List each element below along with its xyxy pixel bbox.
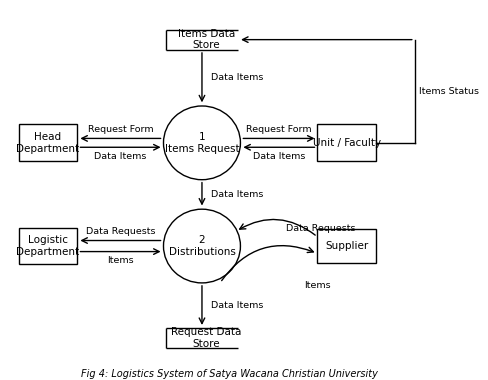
Text: Data Requests: Data Requests: [86, 227, 155, 236]
Bar: [317, 230, 376, 263]
Text: Logistic
Department: Logistic Department: [17, 235, 80, 257]
Text: Head
Department: Head Department: [17, 132, 80, 154]
Text: Data Requests: Data Requests: [285, 224, 355, 233]
Text: 1
Items Request: 1 Items Request: [164, 132, 239, 154]
Text: Items Data
Store: Items Data Store: [178, 29, 235, 51]
Text: Request Data
Store: Request Data Store: [171, 328, 242, 349]
Text: Data Items: Data Items: [253, 152, 305, 161]
Bar: [19, 124, 78, 161]
Ellipse shape: [163, 209, 241, 283]
Text: Data Items: Data Items: [94, 152, 147, 161]
Bar: [19, 228, 78, 264]
Text: Items: Items: [304, 281, 330, 290]
Text: Data Items: Data Items: [211, 73, 264, 82]
Text: Unit / Faculty: Unit / Faculty: [313, 138, 381, 148]
Bar: [317, 124, 376, 161]
Text: Request Form: Request Form: [246, 125, 312, 134]
Text: Request Form: Request Form: [88, 125, 153, 134]
Ellipse shape: [163, 106, 241, 180]
Text: Supplier: Supplier: [325, 241, 368, 251]
Text: Data Items: Data Items: [211, 301, 264, 310]
FancyArrowPatch shape: [240, 219, 315, 235]
Text: Items: Items: [107, 256, 134, 265]
Text: 2
Distributions: 2 Distributions: [168, 235, 235, 257]
Text: Data Items: Data Items: [211, 190, 264, 199]
FancyArrowPatch shape: [222, 245, 313, 281]
Text: Fig 4: Logistics System of Satya Wacana Christian University: Fig 4: Logistics System of Satya Wacana …: [81, 369, 378, 379]
Text: Items Status: Items Status: [419, 87, 479, 96]
